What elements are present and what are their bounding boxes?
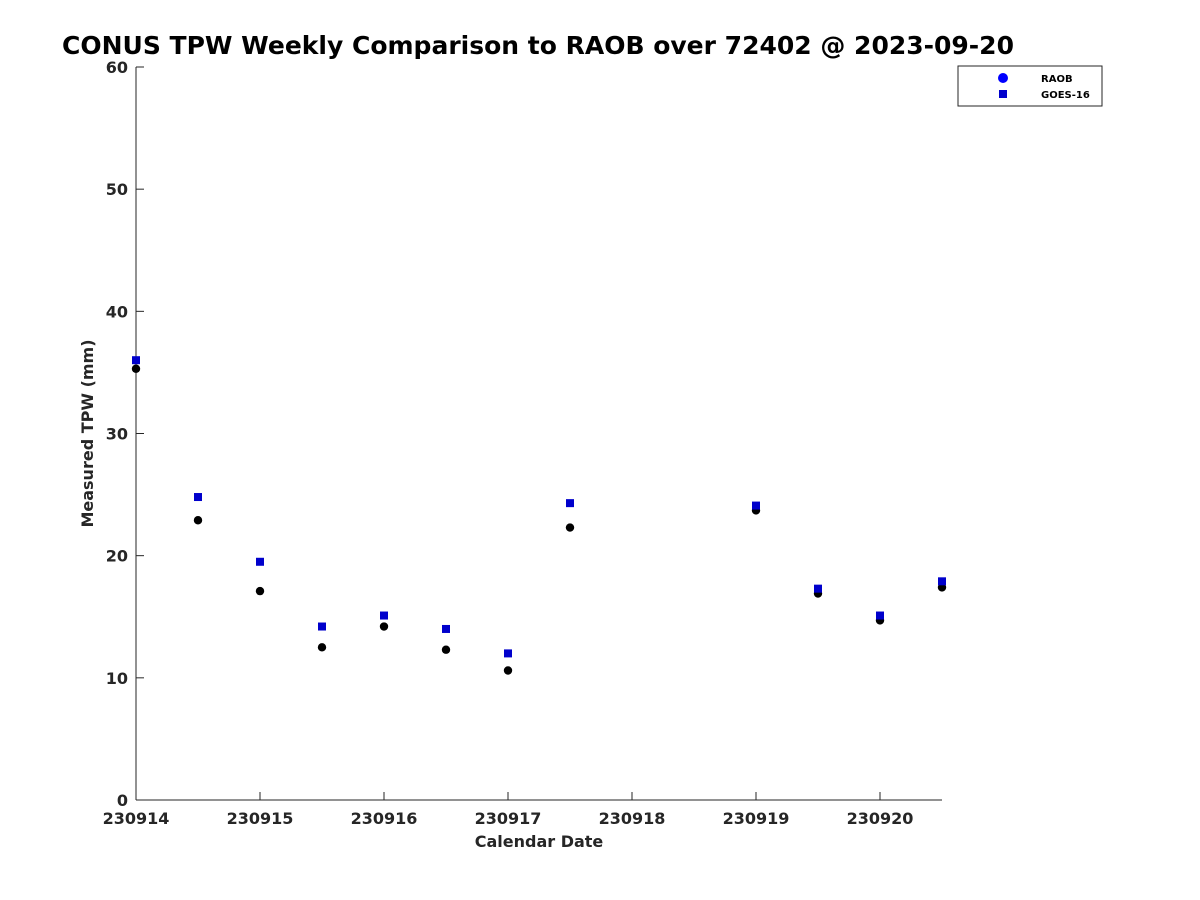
x-tick-label: 230917	[475, 809, 542, 828]
raob-point	[255, 586, 265, 596]
goes-16-point	[132, 356, 140, 365]
series-layer	[131, 356, 947, 675]
raob-point	[131, 364, 141, 373]
legend-label: RAOB	[1041, 74, 1073, 85]
goes-16-point	[566, 499, 574, 508]
y-tick-label: 40	[106, 302, 128, 321]
x-axis-ticks: 230914 230915 230916 230917 230918 230919 2309…	[103, 792, 914, 828]
goes-16-point	[318, 622, 326, 631]
goes-16-point	[938, 577, 946, 586]
chart-title: CONUS TPW Weekly Comparison to RAOB over…	[62, 31, 1014, 60]
raob-point	[317, 643, 327, 652]
y-axis-label: Measured TPW (mm)	[78, 339, 97, 527]
y-tick-label: 60	[106, 58, 128, 77]
x-tick-label: 230916	[351, 809, 418, 828]
goes-16-point	[876, 611, 884, 620]
goes-16-point	[814, 584, 822, 593]
goes-16-point	[504, 649, 512, 658]
x-tick-label: 230920	[847, 809, 914, 828]
y-tick-label: 50	[106, 180, 128, 199]
x-tick-label: 230915	[227, 809, 294, 828]
raob-point	[441, 645, 451, 654]
x-tick-label: 230918	[599, 809, 666, 828]
goes-16-point	[442, 624, 450, 633]
legend-items: RAOB GOES-16	[998, 73, 1090, 101]
goes-16-point	[752, 501, 760, 510]
legend-box	[957, 65, 1103, 107]
series-raob	[131, 364, 947, 675]
goes-16-point	[380, 611, 388, 620]
legend-label: GOES-16	[1041, 90, 1090, 101]
y-tick-label: 30	[106, 425, 128, 444]
raob-point	[193, 516, 203, 525]
legend-marker-goes-16	[999, 90, 1007, 98]
raob-point	[937, 583, 947, 592]
y-tick-label: 20	[106, 547, 128, 566]
x-tick-label: 230914	[103, 809, 170, 828]
legend-marker-raob	[998, 73, 1008, 83]
series-goes-16	[132, 356, 946, 658]
x-tick-label: 230919	[723, 809, 790, 828]
y-tick-label: 0	[117, 791, 128, 810]
y-tick-label: 10	[106, 669, 128, 688]
y-axis-ticks: 0 10 20 30 40 50 60	[106, 58, 144, 810]
raob-point	[503, 666, 513, 675]
raob-point	[565, 523, 575, 532]
x-axis-label: Calendar Date	[475, 832, 604, 851]
goes-16-point	[256, 557, 264, 566]
legend: RAOB GOES-16	[957, 65, 1103, 107]
raob-point	[379, 622, 389, 631]
goes-16-point	[194, 493, 202, 502]
